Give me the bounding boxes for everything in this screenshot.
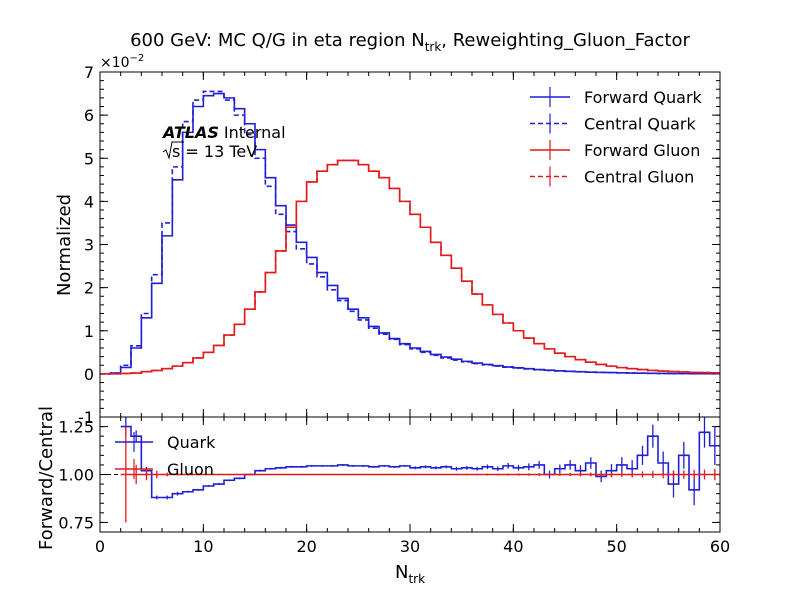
main-ytick-labels: -1 0 1 2 3 4 5 6 7 xyxy=(78,63,94,427)
legend-label-forward-quark: Forward Quark xyxy=(584,88,703,107)
ratio-ytick-label: 0.75 xyxy=(58,513,94,532)
ratio-panel: 0.75 1.00 1.25 0 10 20 30 40 50 60 Forward/Centr… xyxy=(36,406,730,586)
main-panel: -1 0 1 2 3 4 5 6 7 ×10−2 Normalized ATLAS Interna… xyxy=(54,53,721,427)
ratio-ytick-label: 1.00 xyxy=(58,466,94,485)
xlabel: Ntrk xyxy=(395,562,425,586)
ratio-legend-label-quark: Quark xyxy=(167,433,216,452)
ratio-ytick-labels: 0.75 1.00 1.25 xyxy=(58,418,94,533)
xtick-label: 20 xyxy=(296,537,316,556)
ratio-ylabel: Forward/Central xyxy=(36,406,57,550)
ratio-series xyxy=(120,417,720,523)
main-ytick-label: -1 xyxy=(78,408,94,427)
main-ytick-label: 4 xyxy=(84,192,94,211)
main-legend: Forward Quark Central Quark Forward Gluon C… xyxy=(530,87,703,187)
main-ticks xyxy=(99,71,721,418)
ratio-series-quark xyxy=(120,425,720,499)
y-multiplier: ×10−2 xyxy=(100,53,144,71)
xtick-label: 40 xyxy=(503,537,523,556)
xtick-label: 30 xyxy=(400,537,420,556)
main-ytick-label: 0 xyxy=(84,365,94,384)
main-ytick-label: 7 xyxy=(84,63,94,82)
energy-label: s = 13 TeV xyxy=(162,141,257,161)
main-ytick-label: 5 xyxy=(84,149,94,168)
series-central-quark xyxy=(100,90,720,375)
ratio-legend-label-gluon: Gluon xyxy=(167,460,214,479)
main-ytick-label: 6 xyxy=(84,106,94,125)
main-ytick-label: 3 xyxy=(84,236,94,255)
ratio-frame xyxy=(99,416,721,533)
chart-title: 600 GeV: MC Q/G in eta region Ntrk, Rewe… xyxy=(130,30,690,54)
main-ytick-label: 1 xyxy=(84,322,94,341)
main-ytick-label: 2 xyxy=(84,279,94,298)
legend-label-forward-gluon: Forward Gluon xyxy=(584,141,700,160)
series-forward-gluon xyxy=(100,159,720,375)
series-central-gluon xyxy=(100,159,720,375)
ratio-legend: Quark Gluon xyxy=(115,432,216,479)
energy-text: s = 13 TeV xyxy=(172,142,257,161)
xtick-label: 60 xyxy=(710,537,730,556)
legend-label-central-quark: Central Quark xyxy=(584,115,696,134)
main-ylabel: Normalized xyxy=(54,194,75,296)
atlas-label: ATLAS Internal xyxy=(161,123,286,142)
legend-label-central-gluon: Central Gluon xyxy=(584,168,694,187)
sqrt-symbol xyxy=(162,141,184,160)
xtick-label: 0 xyxy=(95,537,105,556)
xtick-labels: 0 10 20 30 40 50 60 xyxy=(95,537,730,556)
xtick-label: 50 xyxy=(606,537,626,556)
main-series xyxy=(100,90,720,375)
xtick-label: 10 xyxy=(193,537,213,556)
ratio-ytick-label: 1.25 xyxy=(58,418,94,437)
